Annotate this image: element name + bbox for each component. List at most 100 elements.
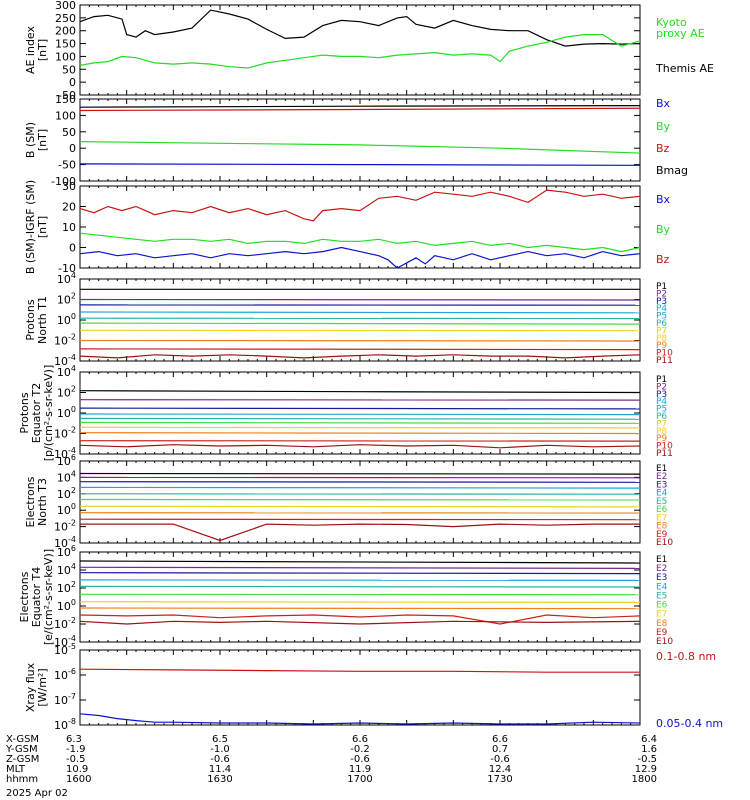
y-tick-label: 10-4 (54, 446, 76, 461)
y-tick-label: 200 (55, 25, 76, 38)
y-tick-label: 106 (57, 544, 76, 559)
panel-8: 10-5 10-6 10-7 10-8 Xray flux [W/m²] 0.1-0.8 n… (24, 642, 723, 732)
ephemeris-value: -1.9 (66, 744, 86, 755)
y-tick-label: 10-6 (54, 667, 76, 682)
legend-entry: P5 (656, 312, 667, 322)
legend-entry: P2 (656, 289, 667, 299)
legend-entry: E10 (656, 637, 673, 647)
series-line (80, 523, 640, 542)
y-tick-label: 30 (62, 180, 76, 193)
y-axis-label: [W/m²] (36, 668, 49, 706)
y-axis-label: Protons (18, 392, 31, 433)
series-line (79, 407, 641, 410)
series-line (79, 472, 641, 475)
legend-entry: E7 (656, 513, 667, 523)
ephemeris-label: MLT (6, 764, 26, 775)
ephemeris-label: X-GSM (6, 734, 39, 745)
series-line (79, 417, 641, 420)
y-tick-label: 100 (55, 109, 76, 122)
legend-entry: P9 (656, 341, 667, 351)
y-tick-label: 50 (62, 63, 76, 76)
legend-entry: E10 (656, 538, 673, 548)
series-line (79, 505, 641, 508)
legend-entry: P5 (656, 405, 667, 415)
series-line (79, 620, 641, 625)
ephemeris-value: 1630 (207, 774, 232, 785)
legend-entry: E2 (656, 564, 667, 574)
panel-2: -100 -50 0 50 100 150 B (SM) [nT] Bx By Bz Bmag (24, 93, 688, 188)
series-line (79, 107, 641, 112)
y-tick-label: 10-4 (54, 353, 76, 368)
y-tick-label: -10 (58, 262, 76, 275)
y-tick-label: 0 (69, 142, 76, 155)
y-tick-label: 102 (57, 385, 76, 400)
y-axis-label: [nT] (36, 216, 49, 238)
y-tick-label: 10-8 (54, 717, 76, 732)
y-tick-label: 104 (57, 469, 76, 484)
panel-frame (79, 185, 641, 269)
panel-frame (79, 371, 641, 455)
ephemeris-value: 1730 (487, 774, 512, 785)
legend-entry: E7 (656, 610, 667, 620)
ephemeris-value: -1.0 (210, 744, 230, 755)
ephemeris-value: 1700 (347, 774, 372, 785)
series-line (79, 390, 641, 394)
y-axis-label: [nT] (36, 39, 49, 61)
legend-entry: Bx (656, 193, 671, 206)
ephemeris-value: 12.4 (489, 764, 511, 775)
series-line (79, 585, 641, 588)
legend-entry: E1 (656, 555, 667, 565)
series-line (79, 311, 641, 314)
ephemeris-label: Y-GSM (5, 744, 38, 755)
series-line (79, 141, 641, 154)
legend-entry: P10 (656, 349, 673, 359)
ephemeris-date: 2025 Apr 02 (6, 788, 68, 799)
series-line (79, 104, 641, 108)
series-line (79, 486, 641, 489)
legend-entry: E5 (656, 497, 667, 507)
ephemeris-value: 10.9 (66, 764, 88, 775)
series-line (79, 413, 641, 416)
ephemeris-value: 6.3 (66, 734, 82, 745)
legend-entry: P4 (656, 304, 667, 314)
y-axis-label: AE index (24, 25, 37, 74)
legend-entry: P9 (656, 434, 667, 444)
legend-entry: P2 (656, 382, 667, 392)
y-tick-label: 10-4 (54, 634, 76, 649)
ephemeris-value: -0.5 (66, 754, 86, 765)
y-axis-label: [nT] (36, 129, 49, 151)
ephemeris-label: Z-GSM (6, 754, 39, 765)
legend-entry: P10 (656, 442, 673, 452)
legend-entry: E9 (656, 530, 668, 540)
y-axis-label: [p/(cm²-s-sr-keV)] (42, 365, 55, 462)
legend-entry: Bmag (656, 164, 688, 177)
legend-entry: P3 (656, 390, 667, 400)
series-line (79, 322, 641, 325)
ephemeris-value: 11.9 (349, 764, 371, 775)
series-line (79, 518, 641, 521)
y-tick-label: 50 (62, 126, 76, 139)
legend-entry: Themis AE (655, 62, 714, 75)
legend-entry: E8 (656, 619, 668, 629)
legend-entry: P11 (656, 449, 673, 459)
ephemeris-value: 6.6 (492, 734, 508, 745)
y-tick-label: 104 (57, 271, 76, 286)
legend-entry: E8 (656, 522, 668, 532)
legend-entry: P6 (656, 412, 667, 422)
y-tick-label: -50 (58, 159, 76, 172)
panel-frame (79, 551, 641, 643)
legend-entry: E3 (656, 573, 667, 583)
y-axis-label: Protons (24, 299, 37, 340)
y-tick-label: 10-2 (54, 333, 76, 348)
y-axis-label: B (SM) (24, 122, 37, 158)
legend-entry: By (656, 120, 671, 133)
legend-entry: E6 (656, 601, 668, 611)
y-tick-label: 10-2 (54, 426, 76, 441)
series-line (79, 189, 641, 222)
legend-entry: Bz (656, 142, 670, 155)
series-line (79, 607, 641, 610)
ephemeris-value: -0.2 (350, 744, 370, 755)
series-line (79, 232, 641, 253)
